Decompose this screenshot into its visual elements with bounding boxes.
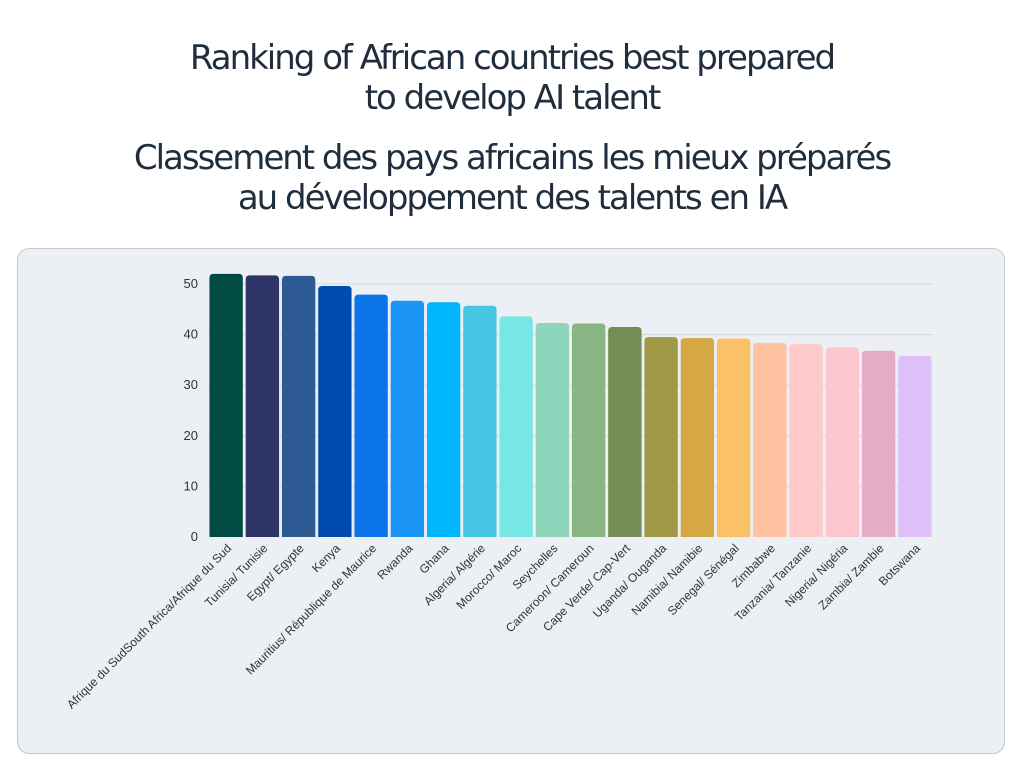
y-tick-label: 40 xyxy=(184,327,198,342)
bar xyxy=(825,347,860,537)
y-tick-label: 30 xyxy=(184,377,198,392)
x-category-label: Rwanda xyxy=(374,541,415,582)
bar xyxy=(318,286,352,537)
bar xyxy=(644,337,678,537)
bar xyxy=(753,342,787,537)
bar xyxy=(535,322,570,537)
bar xyxy=(898,355,932,537)
bar xyxy=(861,350,896,537)
x-category-label: Tunisia/ Tunisie xyxy=(202,541,271,610)
bar xyxy=(571,323,606,537)
title-english: Ranking of African countries best prepar… xyxy=(0,38,1024,118)
x-category-label: Ghana xyxy=(416,541,452,577)
bar xyxy=(354,294,388,537)
x-category-label: Mauritius/ République de Maurice xyxy=(243,541,380,678)
x-category-label: Kenya xyxy=(309,541,343,575)
x-category-label: Nigeria/ Nigéria xyxy=(782,541,851,610)
title-french: Classement des pays africains les mieux … xyxy=(0,138,1024,218)
y-tick-label: 0 xyxy=(191,529,198,544)
y-tick-label: 10 xyxy=(184,478,198,493)
title-en-line-2: to develop AI talent xyxy=(364,78,662,118)
chart-panel: 0 10 20 30 40 50 Afrique du SudSouth Africa/Af… xyxy=(17,248,1005,754)
bar xyxy=(499,316,533,537)
bar xyxy=(680,338,715,537)
x-category-label: Morocco/ Maroc xyxy=(454,541,525,612)
title-fr-line-2: au développement des talents en IA xyxy=(237,178,788,218)
bar xyxy=(209,273,243,537)
bar xyxy=(608,327,642,537)
bar xyxy=(281,275,316,537)
bar xyxy=(245,275,280,537)
y-tick-label: 20 xyxy=(184,428,198,443)
bar xyxy=(390,300,425,537)
bar xyxy=(463,305,497,537)
y-tick-label: 50 xyxy=(184,276,198,291)
x-category-label: Afrique du SudSouth Africa/Afrique du Su… xyxy=(64,541,234,711)
bar-chart: 0 10 20 30 40 50 Afrique du SudSouth Africa/Af… xyxy=(64,273,933,712)
bar xyxy=(789,344,823,537)
title-en-line-1: Ranking of African countries best prepar… xyxy=(189,38,836,78)
bar xyxy=(716,338,751,537)
title-fr-line-1: Classement des pays africains les mieux … xyxy=(133,138,892,178)
bar xyxy=(426,302,461,537)
